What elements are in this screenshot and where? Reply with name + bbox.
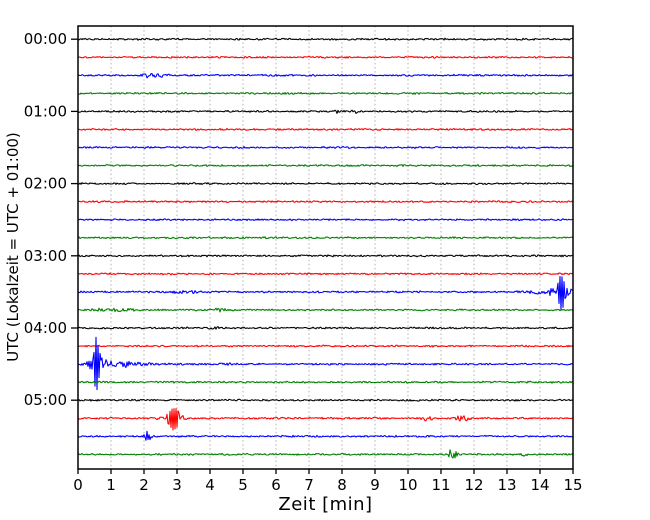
- trace-04:30: [77, 336, 574, 391]
- trace-03:30: [77, 275, 574, 311]
- y-axis-label: UTC (Lokalzeit = UTC + 01:00): [4, 132, 22, 362]
- trace-02:30: [77, 218, 574, 222]
- x-tick-label: 3: [172, 476, 182, 494]
- trace-02:15: [77, 200, 574, 204]
- trace-01:15: [77, 127, 574, 132]
- x-tick-label: 10: [398, 476, 417, 494]
- y-tick-label: 04:00: [24, 319, 67, 337]
- x-axis-label: Zeit [min]: [278, 494, 373, 515]
- trace-01:30: [77, 145, 574, 150]
- plot-border: [77, 25, 574, 470]
- y-tick-label: 00:00: [24, 30, 67, 48]
- trace-00:15: [77, 55, 574, 59]
- x-tick-label: 0: [73, 476, 83, 494]
- trace-03:15: [77, 272, 574, 276]
- x-tick-label: 6: [271, 476, 281, 494]
- y-tick-label: 01:00: [24, 102, 67, 120]
- trace-02:45: [77, 236, 574, 240]
- trace-04:45: [77, 380, 574, 384]
- y-tick-label: 02:00: [24, 175, 67, 193]
- x-tick-label: 13: [497, 476, 516, 494]
- trace-00:00: [77, 37, 574, 41]
- x-tick-label: 14: [530, 476, 549, 494]
- x-tick-label: 11: [431, 476, 450, 494]
- trace-03:00: [77, 254, 574, 258]
- trace-05:45: [77, 449, 574, 459]
- trace-01:45: [77, 164, 574, 168]
- x-tick-label: 7: [304, 476, 314, 494]
- x-tick-label: 9: [370, 476, 380, 494]
- trace-01:00: [77, 109, 574, 114]
- x-tick-label: 5: [238, 476, 248, 494]
- x-tick-label: 12: [464, 476, 483, 494]
- y-tick-label: 05:00: [24, 391, 67, 409]
- trace-02:00: [77, 182, 574, 186]
- x-tick-label: 15: [563, 476, 582, 494]
- trace-04:15: [77, 344, 574, 348]
- trace-05:15: [77, 408, 574, 431]
- trace-05:30: [77, 430, 574, 441]
- trace-00:45: [77, 91, 574, 95]
- x-tick-label: 8: [337, 476, 347, 494]
- x-tick-label: 4: [205, 476, 215, 494]
- trace-03:45: [77, 307, 574, 313]
- x-tick-label: 2: [139, 476, 149, 494]
- y-tick-label: 03:00: [24, 247, 67, 265]
- x-tick-label: 1: [106, 476, 116, 494]
- trace-05:00: [77, 398, 574, 402]
- trace-04:00: [77, 326, 574, 330]
- trace-00:30: [77, 72, 574, 79]
